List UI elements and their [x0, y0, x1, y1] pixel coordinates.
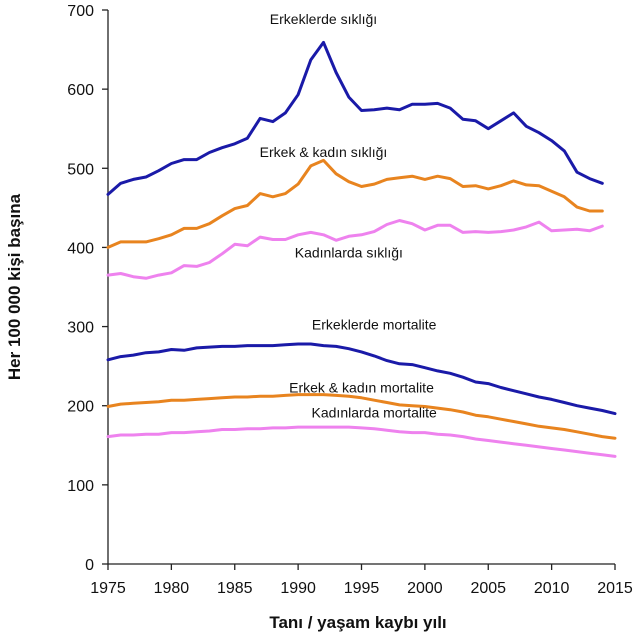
series-label-kadin-siklik: Kadınlarda sıklığı: [295, 245, 403, 261]
series-line-kadin-siklik: [106, 219, 604, 280]
x-tick-label: 1985: [217, 580, 253, 597]
y-tick-label: 0: [85, 557, 94, 574]
plot-lines: [106, 40, 617, 458]
x-tick-label: 1975: [90, 580, 126, 597]
series-label-kadin-mortalite: Kadınlarda mortalite: [312, 405, 438, 421]
y-axis-title: Her 100 000 kişi başına: [5, 193, 24, 380]
series-label-toplam-mortalite: Erkek & kadın mortalite: [289, 379, 434, 395]
series-line-erkek-siklik: [106, 40, 604, 196]
x-axis-title: Tanı / yaşam kaybı yılı: [269, 613, 446, 632]
series-label-erkek-mortalite: Erkeklerde mortalite: [312, 317, 437, 333]
x-tick-label: 2015: [597, 580, 633, 597]
x-tick-label: 2000: [407, 580, 443, 597]
axes: 0 100 200 300 400 500 600 700 1975 1980 1985 1990 19…: [67, 3, 633, 597]
series-line-toplam-siklik: [106, 158, 604, 249]
x-tick-label: 2005: [470, 580, 506, 597]
series-label-erkek-siklik: Erkeklerde sıklığı: [270, 11, 377, 27]
series-line-toplam-mortalite: [106, 393, 617, 440]
y-tick-label: 600: [67, 82, 94, 99]
y-tick-label: 200: [67, 399, 94, 416]
x-tick-label: 2010: [534, 580, 570, 597]
x-tick-label: 1990: [280, 580, 316, 597]
series-line-kadin-mortalite: [106, 425, 617, 458]
x-tick-label: 1980: [154, 580, 190, 597]
y-tick-label: 100: [67, 478, 94, 495]
y-tick-label: 700: [67, 3, 94, 20]
plot-labels: Erkeklerde sıklığı Erkek & kadın sıklığı K…: [260, 11, 437, 420]
series-label-toplam-siklik: Erkek & kadın sıklığı: [260, 144, 388, 160]
x-tick-label: 1995: [344, 580, 380, 597]
y-tick-label: 500: [67, 161, 94, 178]
y-tick-label: 400: [67, 240, 94, 257]
y-tick-label: 300: [67, 320, 94, 337]
series-line-erkek-mortalite: [106, 342, 617, 416]
